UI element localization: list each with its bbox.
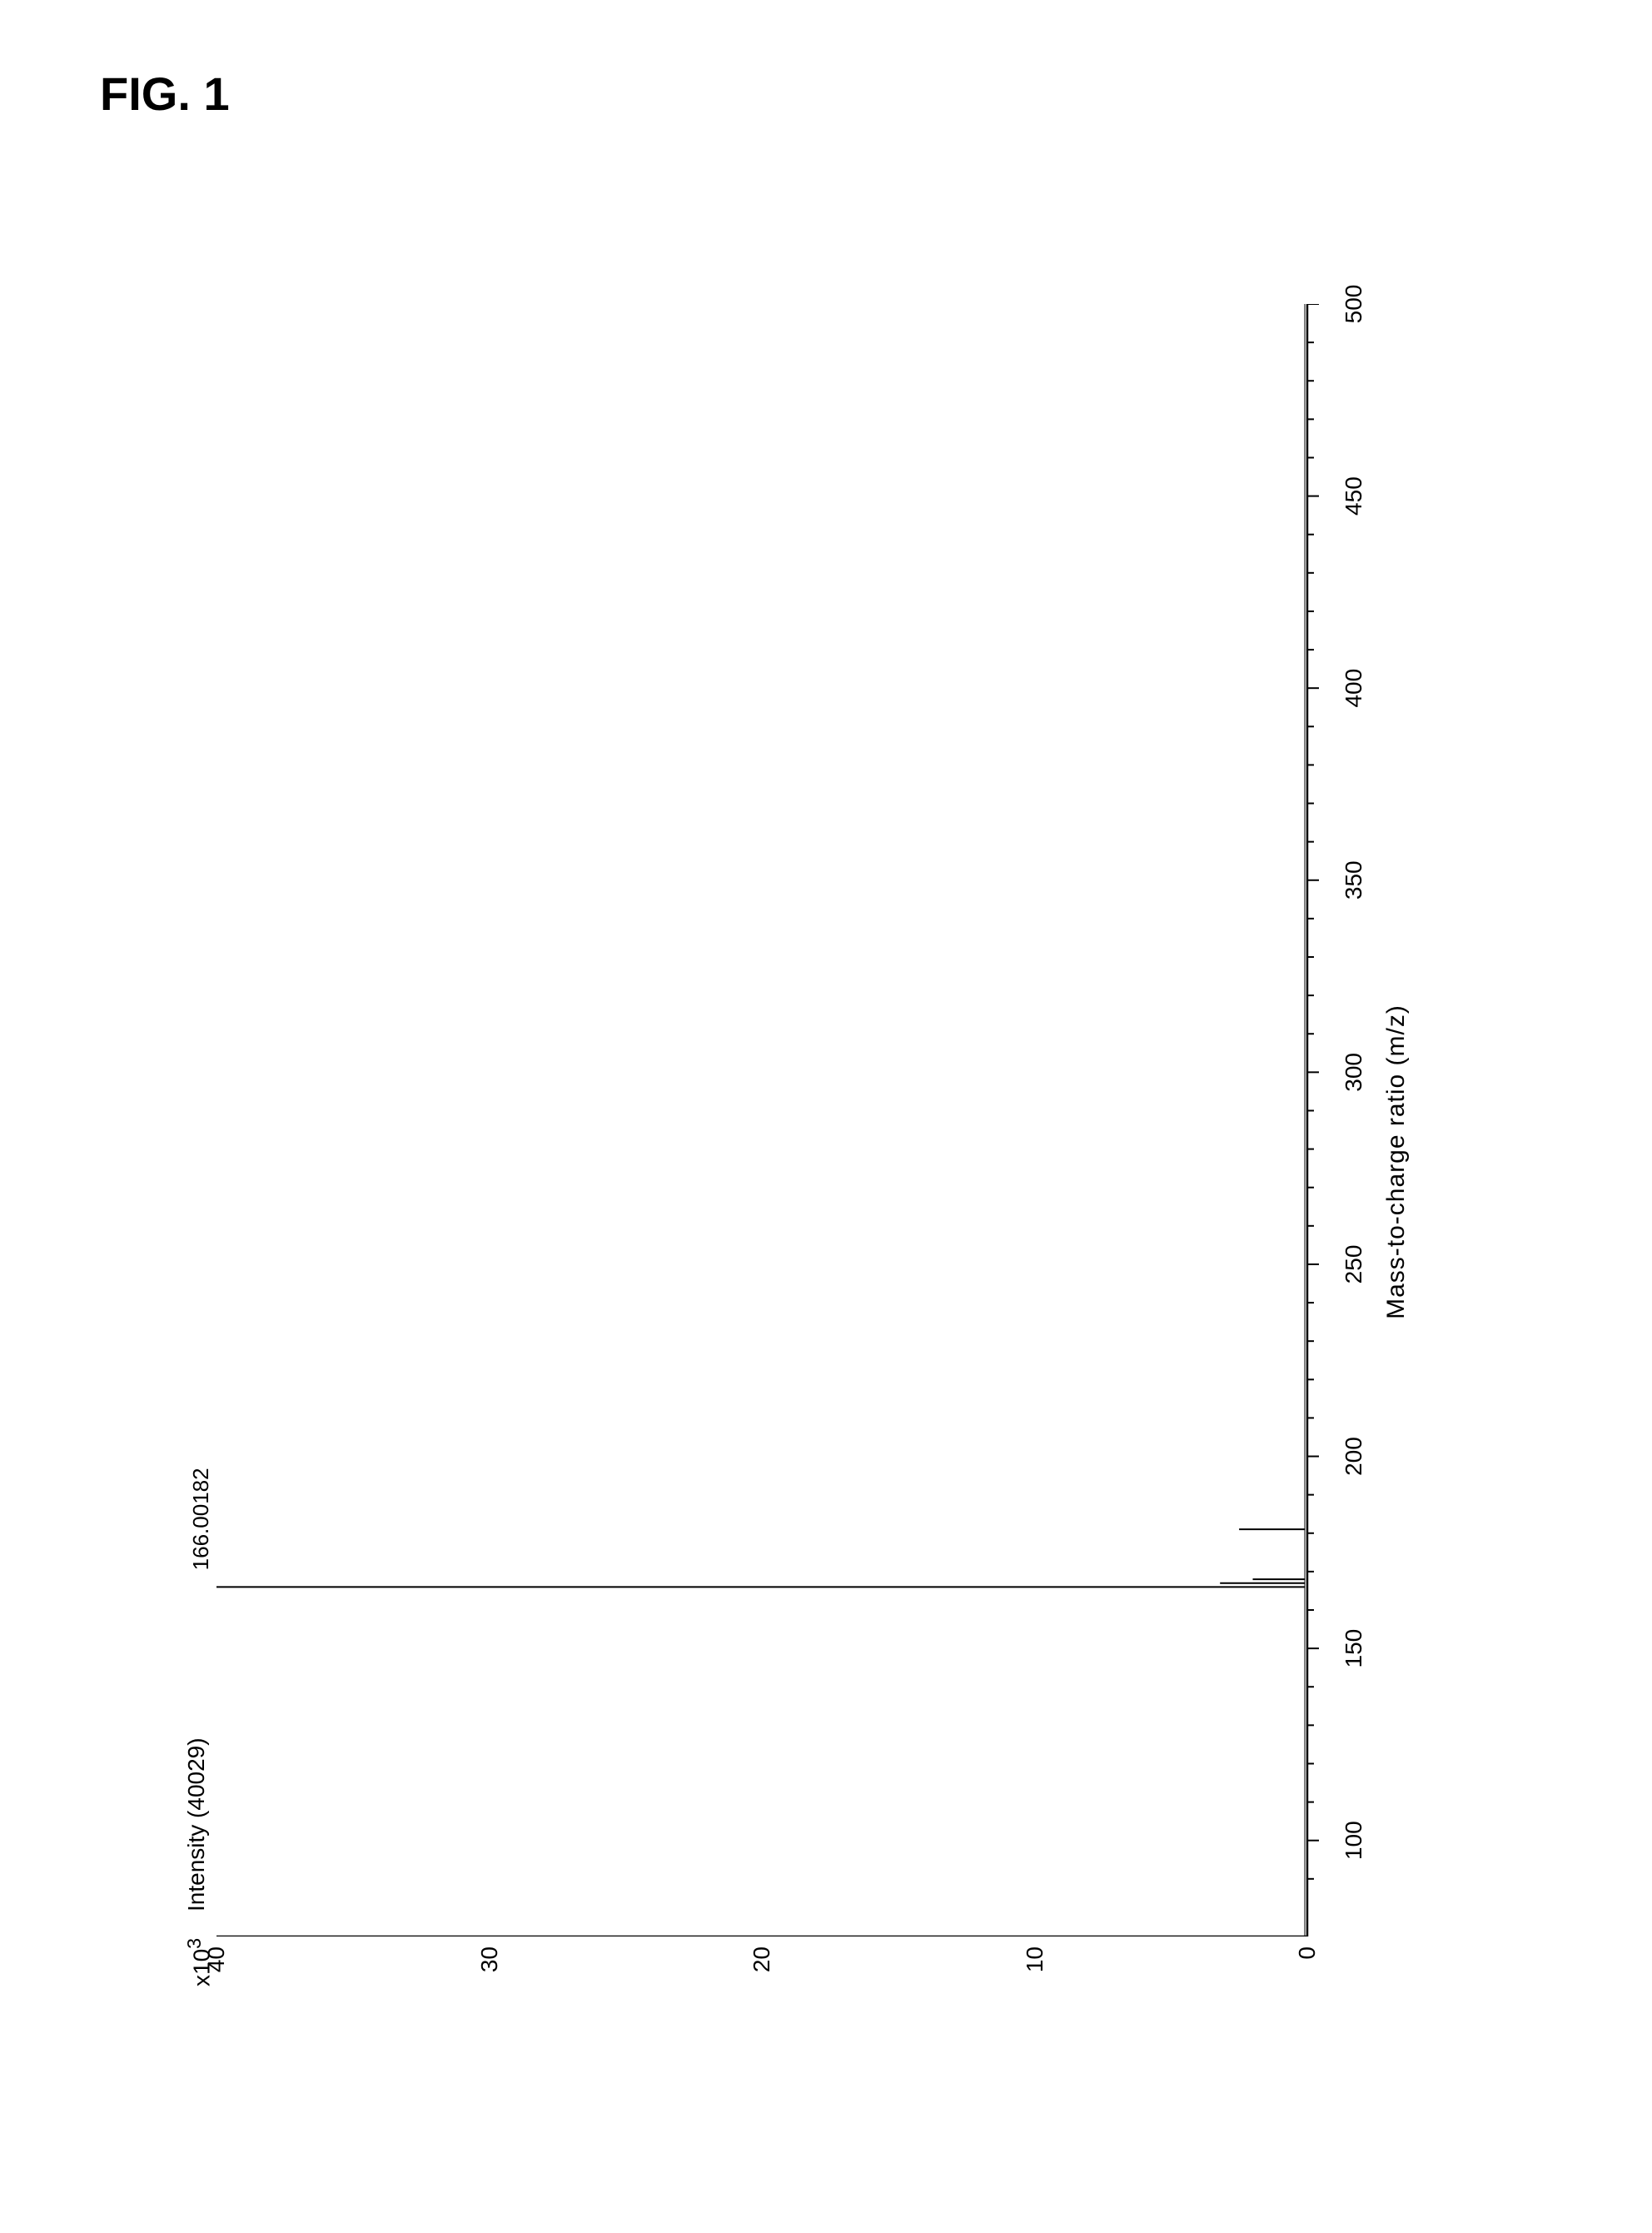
x-tick-label: 350 <box>1341 860 1367 900</box>
x-tick-label: 400 <box>1341 669 1367 708</box>
plot-area <box>216 304 1332 1936</box>
plot-svg <box>216 304 1332 1936</box>
x-tick-label: 500 <box>1341 285 1367 324</box>
y-axis-title: Intensity (40029) <box>183 1737 210 1912</box>
chart-container: x103 Intensity (40029) 010203040 1001502… <box>117 183 1549 2141</box>
y-tick-label: 20 <box>749 1946 775 1972</box>
x-tick-label: 150 <box>1341 1629 1367 1668</box>
peak-label: 166.00182 <box>188 1468 214 1570</box>
y-multiplier-exp: 3 <box>183 1938 205 1949</box>
x-tick-label: 200 <box>1341 1437 1367 1476</box>
x-tick-label: 300 <box>1341 1053 1367 1092</box>
y-tick-label: 40 <box>203 1946 230 1972</box>
x-axis-label: Mass-to-charge ratio (m/z) <box>1382 1004 1411 1319</box>
x-tick-label: 250 <box>1341 1245 1367 1284</box>
x-tick-label: 450 <box>1341 476 1367 516</box>
x-tick-label: 100 <box>1341 1821 1367 1860</box>
y-tick-label: 30 <box>476 1946 503 1972</box>
rotated-chart: x103 Intensity (40029) 010203040 1001502… <box>167 246 1499 2078</box>
figure-label: FIG. 1 <box>100 67 230 121</box>
y-tick-label: 0 <box>1294 1946 1321 1960</box>
y-tick-label: 10 <box>1022 1946 1048 1972</box>
